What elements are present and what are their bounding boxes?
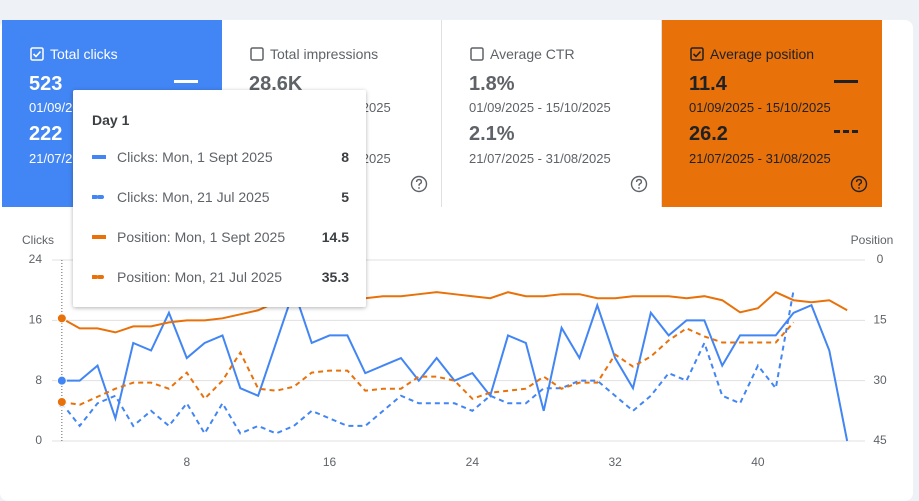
checkbox[interactable] [470, 47, 484, 61]
card-title: Total impressions [270, 46, 379, 62]
checkbox-box [470, 47, 484, 61]
hover-dot [56, 396, 67, 407]
tooltip: Day 1 Clicks: Mon, 1 Sept 2025 8 Clicks: M… [73, 90, 366, 307]
tooltip-row: Clicks: Mon, 21 Jul 2025 5 [92, 188, 349, 208]
metric-card[interactable]: Average CTR 1.8% 01/09/2025 - 15/10/2025 2.… [442, 20, 662, 207]
checkbox[interactable] [250, 47, 264, 61]
y2-tick-label: 45 [873, 433, 887, 447]
y2-tick-label: 0 [877, 252, 884, 266]
series-line [61, 287, 849, 442]
previous-range: 21/07/2025 - 31/08/2025 [689, 151, 831, 166]
y-tick-label: 16 [29, 313, 43, 327]
series-icon [92, 235, 106, 239]
current-value: 523 [29, 73, 63, 95]
series-line [61, 290, 848, 334]
tooltip-title: Day 1 [92, 112, 130, 128]
help-dot [418, 187, 420, 189]
checkmark [692, 50, 702, 58]
x-tick-label: 16 [323, 455, 337, 469]
tooltip-label: Position: Mon, 1 Sept 2025 [117, 229, 286, 245]
series-line [61, 321, 795, 406]
help-icon[interactable] [410, 175, 428, 193]
y2-tick-label: 30 [873, 373, 887, 387]
x-tick-label: 8 [183, 455, 190, 469]
help-circle [850, 175, 868, 193]
checkbox-box [30, 47, 44, 61]
current-value: 11.4 [689, 73, 727, 95]
help-dot [638, 187, 640, 189]
x-tick-label: 32 [608, 455, 622, 469]
y-tick-label: 24 [29, 252, 43, 266]
x-tick-label: 40 [751, 455, 765, 469]
help-mark [415, 178, 423, 186]
tooltip-value: 8 [341, 149, 349, 165]
tooltip-row: Position: Mon, 21 Jul 2025 35.3 [92, 268, 349, 288]
x-tick-label: 24 [466, 455, 480, 469]
checkbox[interactable] [30, 47, 44, 61]
previous-value: 26.2 [689, 123, 728, 145]
tooltip-row: Clicks: Mon, 1 Sept 2025 8 [92, 148, 349, 168]
current-value: 1.8% [469, 73, 515, 95]
y2-axis-title: Position [851, 233, 894, 247]
tooltip-value: 5 [341, 189, 349, 205]
y-tick-label: 8 [35, 373, 42, 387]
y2-tick-label: 15 [873, 313, 887, 327]
hover-dot [56, 313, 67, 324]
tooltip-value: 14.5 [321, 229, 349, 245]
legend-solid [174, 80, 198, 83]
series-icon [92, 195, 106, 199]
help-circle [630, 175, 648, 193]
series-icon [92, 155, 106, 159]
series-line [61, 289, 795, 436]
tooltip-value: 35.3 [321, 269, 349, 285]
tooltip-label: Clicks: Mon, 21 Jul 2025 [117, 189, 270, 205]
checkbox-box [690, 47, 704, 61]
help-dot [858, 187, 860, 189]
card-title: Total clicks [50, 46, 118, 62]
help-icon[interactable] [850, 175, 868, 193]
tooltip-label: Position: Mon, 21 Jul 2025 [117, 269, 282, 285]
metric-card[interactable]: Average position 11.4 01/09/2025 - 15/10/2… [662, 20, 882, 207]
y-axis-title: Clicks [22, 233, 54, 247]
checkbox[interactable] [690, 47, 704, 61]
previous-value: 2.1% [469, 123, 515, 145]
tooltip-row: Position: Mon, 1 Sept 2025 14.5 [92, 228, 349, 248]
help-circle [410, 175, 428, 193]
help-icon[interactable] [630, 175, 648, 193]
current-range: 01/09/2025 - 15/10/2025 [469, 100, 611, 115]
legend-solid [834, 80, 858, 83]
current-range: 01/09/2025 - 15/10/2025 [689, 100, 831, 115]
help-mark [855, 178, 863, 186]
y-tick-label: 0 [35, 433, 42, 447]
legend-dashed [834, 130, 858, 133]
card-title: Average CTR [490, 46, 575, 62]
card-title: Average position [710, 46, 815, 62]
hover-dot [56, 375, 67, 386]
previous-range: 21/07/2025 - 31/08/2025 [469, 151, 611, 166]
tooltip-label: Clicks: Mon, 1 Sept 2025 [117, 149, 273, 165]
current-value: 28.6K [249, 73, 303, 95]
checkmark [32, 50, 42, 58]
help-mark [635, 178, 643, 186]
previous-value: 222 [29, 123, 63, 145]
checkbox-box [250, 47, 264, 61]
series-icon [92, 275, 106, 279]
